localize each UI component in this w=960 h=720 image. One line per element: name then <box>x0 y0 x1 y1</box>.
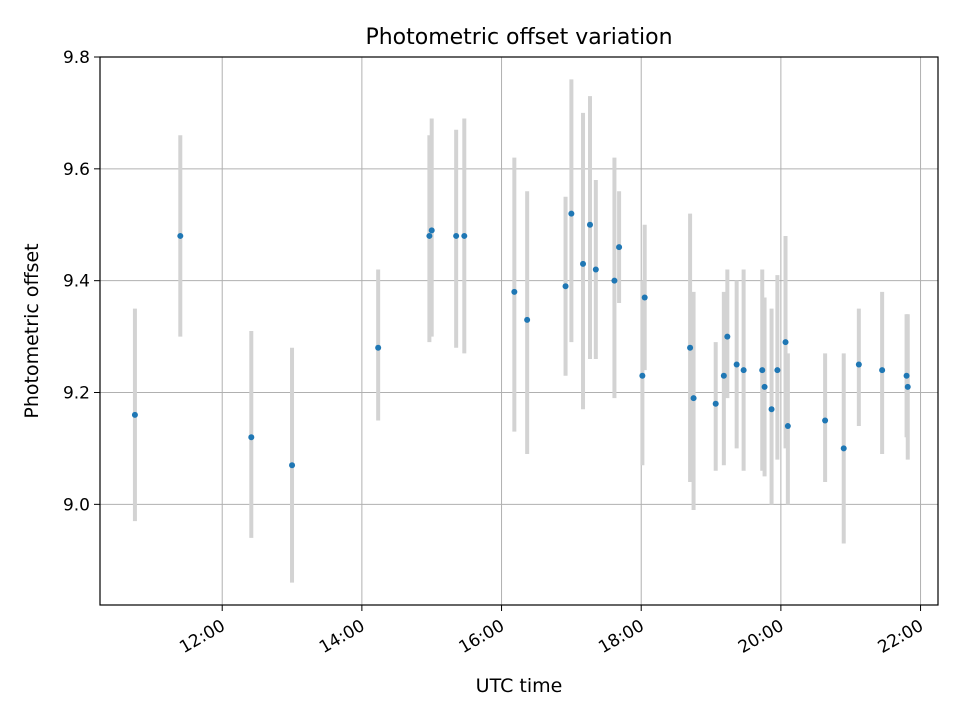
y-tick-label: 9.2 <box>63 384 90 404</box>
data-point <box>724 333 731 340</box>
data-point <box>580 260 587 267</box>
data-point <box>616 244 623 251</box>
data-point <box>131 411 138 418</box>
data-point <box>177 232 184 239</box>
data-point <box>687 344 694 351</box>
data-point <box>248 434 255 441</box>
y-axis-label: Photometric offset <box>21 243 43 418</box>
data-point <box>903 372 910 379</box>
data-point <box>761 383 768 390</box>
data-point <box>879 367 886 374</box>
data-point <box>768 406 775 413</box>
data-point <box>375 344 382 351</box>
data-point <box>782 339 789 346</box>
data-point <box>904 383 911 390</box>
y-tick-label: 9.4 <box>63 272 90 292</box>
data-point <box>428 227 435 234</box>
data-point <box>461 232 468 239</box>
data-point <box>511 288 518 295</box>
plot-frame <box>99 56 939 606</box>
data-point <box>586 221 593 228</box>
data-point <box>740 367 747 374</box>
y-tick-label: 9.0 <box>63 495 90 515</box>
data-point <box>426 232 433 239</box>
data-point <box>611 277 618 284</box>
data-point <box>453 232 460 239</box>
data-point <box>289 462 296 469</box>
data-point <box>720 372 727 379</box>
data-point <box>712 400 719 407</box>
data-points <box>131 210 911 469</box>
x-axis-label: UTC time <box>476 675 563 697</box>
y-tick-label: 9.6 <box>63 160 90 180</box>
y-axis-ticks: 9.0 9.2 9.4 9.6 9.8 <box>63 48 100 515</box>
data-point <box>562 283 569 290</box>
data-point <box>641 294 648 301</box>
data-point <box>822 417 829 424</box>
data-point <box>592 266 599 273</box>
data-point <box>784 423 791 430</box>
data-point <box>759 367 766 374</box>
data-point <box>690 395 697 402</box>
data-point <box>774 367 781 374</box>
chart-title: Photometric offset variation <box>365 25 672 50</box>
data-point <box>733 361 740 368</box>
data-point <box>855 361 862 368</box>
data-point <box>524 316 531 323</box>
data-point <box>639 372 646 379</box>
data-point <box>568 210 575 217</box>
y-tick-label: 9.8 <box>63 48 90 68</box>
data-point <box>840 445 847 452</box>
